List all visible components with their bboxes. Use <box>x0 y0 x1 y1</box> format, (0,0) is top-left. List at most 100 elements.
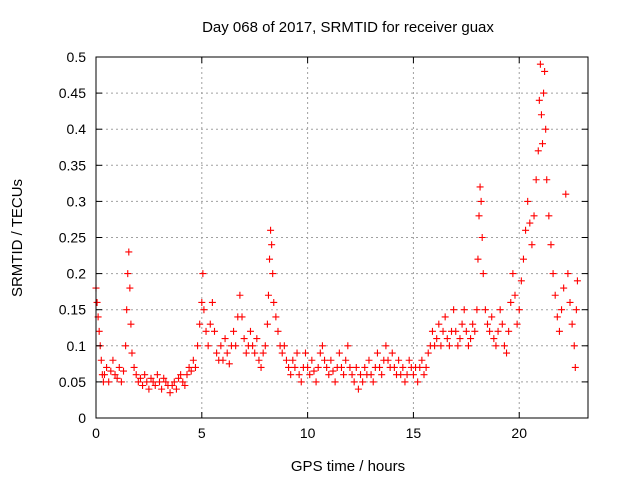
data-points <box>92 60 581 397</box>
y-tick-label: 0 <box>78 410 86 426</box>
x-tick-label: 20 <box>511 425 527 441</box>
data-point <box>541 67 549 75</box>
data-point <box>107 367 115 375</box>
data-point <box>515 306 523 314</box>
data-point <box>422 363 430 371</box>
data-point <box>532 176 540 184</box>
data-point <box>443 335 451 343</box>
data-point <box>456 335 464 343</box>
data-point <box>361 363 369 371</box>
data-point <box>103 363 111 371</box>
data-point <box>509 270 517 278</box>
data-point <box>469 320 477 328</box>
data-point <box>416 363 424 371</box>
data-point <box>251 349 259 357</box>
data-point <box>249 342 257 350</box>
data-point <box>105 378 113 386</box>
y-tick-label: 0.1 <box>67 338 87 354</box>
data-point <box>151 382 159 390</box>
data-point <box>100 371 108 379</box>
data-point <box>217 342 225 350</box>
data-point <box>113 374 121 382</box>
data-point <box>149 378 157 386</box>
data-point <box>505 327 513 335</box>
data-point <box>479 270 487 278</box>
y-tick-label: 0.35 <box>59 157 86 173</box>
y-tick-label: 0.4 <box>67 121 87 137</box>
data-point <box>122 342 130 350</box>
data-point <box>517 277 525 285</box>
y-tick-label: 0.3 <box>67 193 87 209</box>
data-point <box>221 335 229 343</box>
data-point <box>335 349 343 357</box>
x-tick-label: 0 <box>92 425 100 441</box>
data-point <box>287 371 295 379</box>
data-point <box>269 270 277 278</box>
data-point <box>291 363 299 371</box>
data-point <box>522 226 530 234</box>
data-point <box>464 342 472 350</box>
data-point <box>95 327 103 335</box>
y-tick-label: 0.45 <box>59 85 86 101</box>
data-point <box>367 371 375 379</box>
data-point <box>124 270 132 278</box>
data-point <box>568 320 576 328</box>
data-point <box>274 327 282 335</box>
data-point <box>191 363 199 371</box>
data-point <box>120 367 128 375</box>
data-point <box>123 306 131 314</box>
data-point <box>534 147 542 155</box>
data-point <box>318 342 326 350</box>
data-point <box>535 96 543 104</box>
data-point <box>187 367 195 375</box>
data-point <box>543 176 551 184</box>
data-point <box>109 356 117 364</box>
data-point <box>204 342 212 350</box>
data-point <box>194 342 202 350</box>
data-point <box>382 342 390 350</box>
data-point <box>545 212 553 220</box>
data-point <box>474 255 482 263</box>
data-point <box>213 349 221 357</box>
data-point <box>395 356 403 364</box>
data-point <box>350 378 358 386</box>
data-point <box>337 363 345 371</box>
data-point <box>211 327 219 335</box>
data-point <box>481 306 489 314</box>
axes: 0 0.05 0.1 0.15 0.2 0.25 0.3 0.35 0.4 0.45 0.5 0 5 10… <box>59 49 588 441</box>
data-point <box>331 378 339 386</box>
data-point <box>475 212 483 220</box>
data-point <box>266 255 274 263</box>
data-point <box>278 349 286 357</box>
data-point <box>564 270 572 278</box>
data-point <box>93 298 101 306</box>
data-point <box>376 363 384 371</box>
data-point <box>329 367 337 375</box>
data-point <box>352 363 360 371</box>
data-point <box>483 320 491 328</box>
chart-title: Day 068 of 2017, SRMTID for receiver gua… <box>202 19 494 36</box>
data-point <box>450 306 458 314</box>
data-point <box>293 349 301 357</box>
data-point <box>325 371 333 379</box>
data-point <box>539 140 547 148</box>
data-point <box>428 327 436 335</box>
data-point <box>127 320 135 328</box>
data-point <box>185 363 193 371</box>
x-tick-label: 15 <box>406 425 422 441</box>
data-point <box>340 371 348 379</box>
data-point <box>308 356 316 364</box>
data-point <box>507 298 515 306</box>
data-point <box>357 371 365 379</box>
data-point <box>458 320 466 328</box>
data-point <box>147 374 155 382</box>
data-point <box>297 378 305 386</box>
data-point <box>312 378 320 386</box>
data-point <box>496 306 504 314</box>
data-point <box>189 356 197 364</box>
data-point <box>401 378 409 386</box>
data-point <box>441 313 449 321</box>
data-point <box>384 356 392 364</box>
data-point <box>566 298 574 306</box>
data-point <box>285 363 293 371</box>
